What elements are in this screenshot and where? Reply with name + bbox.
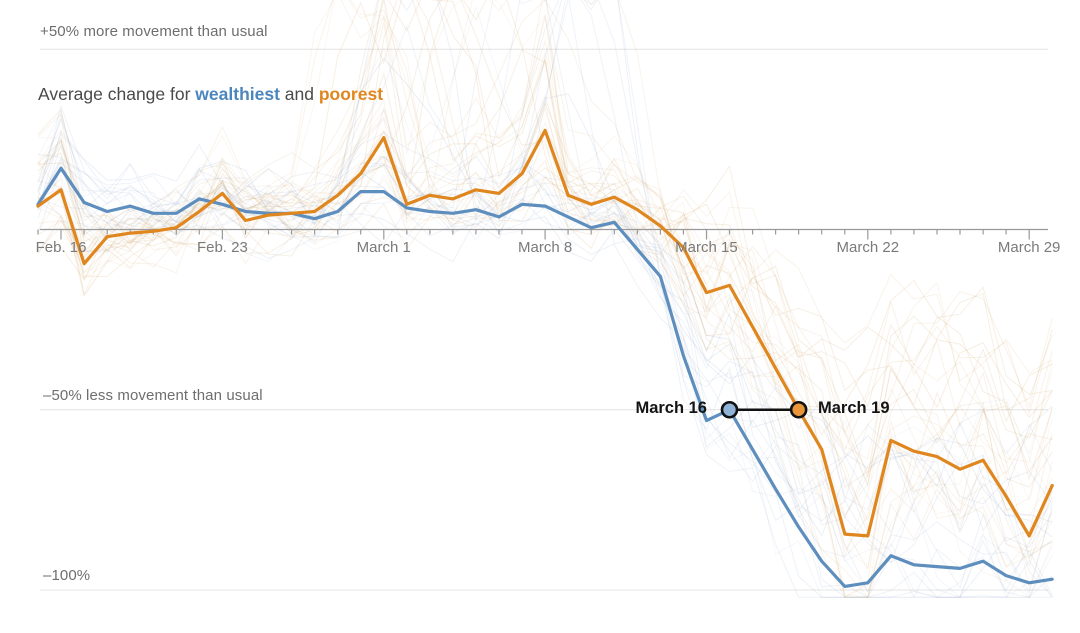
annotation-march-16: March 16 (635, 399, 707, 417)
title-and: and (279, 84, 319, 104)
line-wealthiest (36, 166, 1054, 589)
march-19-marker-dot (789, 400, 808, 419)
x-tick-label: March 15 (675, 239, 738, 256)
minus-50-gridline-label: –50% less movement than usual (43, 387, 263, 404)
title-prefix: Average change for (38, 84, 196, 104)
minus-100-gridline-label: –100% (43, 567, 91, 584)
x-axis (37, 228, 1048, 240)
x-tick-label: Feb. 16 (35, 239, 87, 256)
line-poorest (36, 128, 1054, 538)
title-poorest: poorest (318, 84, 384, 104)
x-tick-label: March 1 (356, 239, 411, 256)
annotation-march-19: March 19 (818, 399, 890, 417)
x-tick-label: March 29 (997, 239, 1061, 256)
gridlines (40, 48, 1048, 591)
x-tick-label: March 22 (836, 239, 900, 256)
chart-title: Average change for wealthiest and poores… (38, 84, 383, 105)
title-wealthiest: wealthiest (195, 84, 280, 104)
march-16-marker-dot (720, 400, 739, 419)
plus-50-gridline-label: +50% more movement than usual (40, 23, 268, 40)
x-tick-label: March 8 (518, 239, 573, 256)
x-tick-label: Feb. 23 (196, 239, 248, 256)
